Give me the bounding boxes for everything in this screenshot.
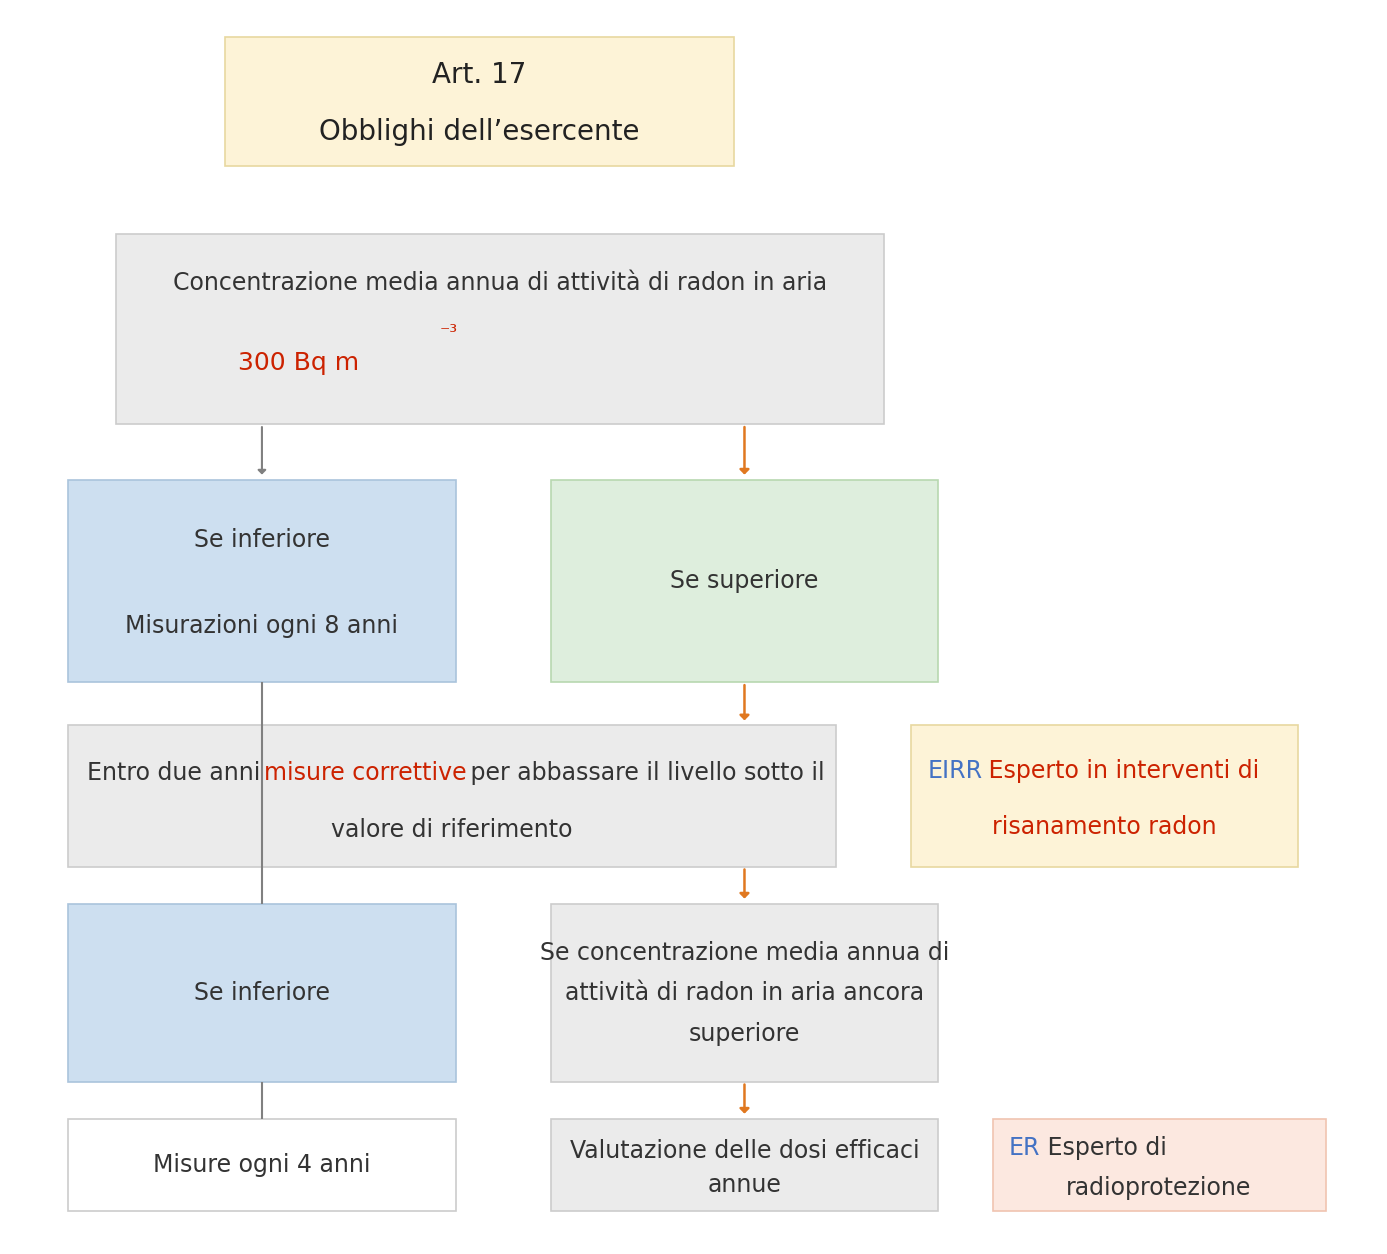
Text: Art. 17: Art. 17: [433, 60, 527, 89]
Text: 300 Bq m: 300 Bq m: [239, 351, 368, 375]
FancyBboxPatch shape: [225, 38, 734, 166]
Text: ⁻³: ⁻³: [440, 324, 458, 342]
FancyBboxPatch shape: [115, 233, 884, 424]
Text: superiore: superiore: [689, 1022, 800, 1046]
FancyBboxPatch shape: [68, 903, 455, 1082]
Text: attività di radon in aria ancora: attività di radon in aria ancora: [565, 981, 924, 1004]
Text: Se superiore: Se superiore: [670, 569, 818, 593]
FancyBboxPatch shape: [68, 479, 455, 682]
FancyBboxPatch shape: [551, 479, 938, 682]
Text: misure correttive: misure correttive: [265, 761, 467, 785]
Text: valore di riferimento: valore di riferimento: [331, 818, 573, 841]
FancyBboxPatch shape: [551, 1119, 938, 1211]
Text: Se inferiore: Se inferiore: [194, 528, 330, 552]
FancyBboxPatch shape: [911, 725, 1298, 867]
Text: Se inferiore: Se inferiore: [194, 981, 330, 1004]
Text: Se concentrazione media annua di: Se concentrazione media annua di: [540, 942, 949, 966]
FancyBboxPatch shape: [68, 725, 836, 867]
Text: risanamento radon: risanamento radon: [992, 815, 1216, 839]
Text: Entro due anni: Entro due anni: [87, 761, 268, 785]
FancyBboxPatch shape: [68, 1119, 455, 1211]
Text: annue: annue: [707, 1172, 781, 1196]
Text: Concentrazione media annua di attività di radon in aria: Concentrazione media annua di attività d…: [173, 271, 827, 295]
Text: Misurazioni ogni 8 anni: Misurazioni ogni 8 anni: [125, 613, 398, 637]
Text: Esperto di: Esperto di: [1040, 1136, 1166, 1160]
Text: Misure ogni 4 anni: Misure ogni 4 anni: [153, 1152, 370, 1176]
Text: per abbassare il livello sotto il: per abbassare il livello sotto il: [463, 761, 825, 785]
Text: Obblighi dell’esercente: Obblighi dell’esercente: [319, 118, 639, 147]
Text: EIRR: EIRR: [928, 759, 982, 782]
Text: Esperto in interventi di: Esperto in interventi di: [982, 759, 1259, 782]
FancyBboxPatch shape: [993, 1119, 1326, 1211]
Text: ER: ER: [1008, 1136, 1040, 1160]
Text: radioprotezione: radioprotezione: [1067, 1176, 1251, 1200]
Text: Valutazione delle dosi efficaci: Valutazione delle dosi efficaci: [570, 1139, 920, 1162]
FancyBboxPatch shape: [551, 903, 938, 1082]
